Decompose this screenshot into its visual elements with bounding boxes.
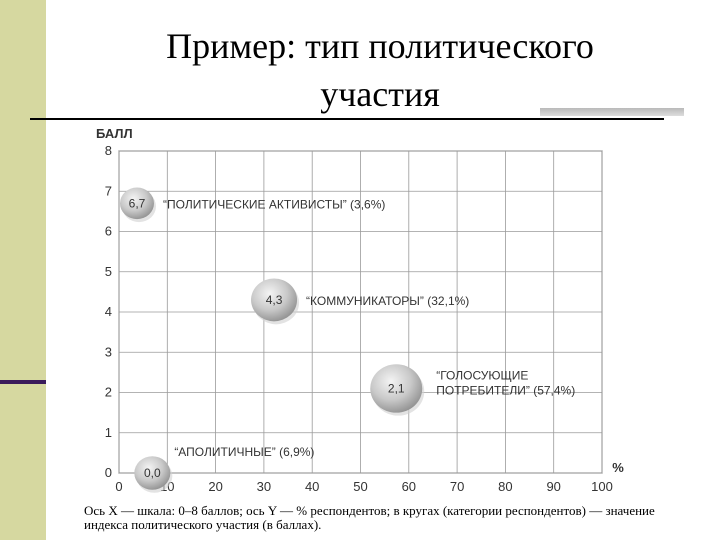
sidebar-accent-line	[0, 380, 46, 384]
scatter-chart: 0102030405060708090100012345678БАЛЛ% 6,7…	[96, 126, 624, 494]
title-rule	[30, 118, 664, 120]
x-tick-label: 30	[257, 479, 271, 494]
x-tick-label: 20	[208, 479, 222, 494]
data-point: 6,7 “ПОЛИТИЧЕСКИЕ АКТИВИСТЫ” (3,6%)	[120, 187, 385, 223]
bubble-value: 2,1	[388, 381, 405, 395]
chart-caption: Ось X — шкала: 0–8 баллов; ось Y — % рес…	[84, 503, 655, 532]
y-tick-label: 1	[105, 425, 112, 440]
x-tick-label: 0	[115, 479, 122, 494]
y-tick-label: 5	[105, 264, 112, 279]
point-label: ПОТРЕБИТЕЛИ” (57,4%)	[436, 383, 575, 397]
sidebar-strip	[0, 0, 46, 540]
x-tick-label: 40	[305, 479, 319, 494]
point-label: “АПОЛИТИЧНЫЕ” (6,9%)	[174, 445, 314, 459]
x-tick-label: 100	[591, 479, 613, 494]
y-axis-label: БАЛЛ	[96, 126, 133, 141]
bubble	[134, 456, 171, 490]
point-label: “ПОЛИТИЧЕСКИЕ АКТИВИСТЫ” (3,6%)	[163, 197, 385, 211]
y-tick-label: 0	[105, 465, 112, 480]
data-point: 4,3 “КОММУНИКАТОРЫ” (32,1%)	[251, 278, 469, 325]
x-tick-label: 80	[498, 479, 512, 494]
y-tick-label: 7	[105, 183, 112, 198]
y-tick-label: 3	[105, 344, 112, 359]
y-tick-label: 6	[105, 224, 112, 239]
bubble-value: 4,3	[266, 293, 283, 307]
y-tick-label: 4	[105, 304, 112, 319]
y-tick-label: 8	[105, 143, 112, 158]
title-rule-accent	[540, 108, 684, 116]
x-tick-label: 90	[546, 479, 560, 494]
data-point: 0,0 “АПОЛИТИЧНЫЕ” (6,9%)	[134, 445, 314, 493]
bubble-value: 6,7	[129, 196, 146, 210]
bubble-value: 0,0	[144, 466, 161, 480]
y-tick-label: 2	[105, 385, 112, 400]
sidebar-divider	[46, 0, 48, 540]
bubble	[251, 278, 298, 322]
point-label: “ГОЛОСУЮЩИЕ	[436, 368, 528, 382]
x-tick-label: 50	[353, 479, 367, 494]
x-tick-label: 70	[450, 479, 464, 494]
slide-title: Пример: тип политического участия	[166, 26, 594, 114]
point-label: “КОММУНИКАТОРЫ” (32,1%)	[306, 294, 469, 308]
bubble	[370, 364, 423, 413]
bubble	[120, 187, 154, 220]
x-axis-label: %	[612, 460, 624, 475]
x-tick-label: 60	[402, 479, 416, 494]
